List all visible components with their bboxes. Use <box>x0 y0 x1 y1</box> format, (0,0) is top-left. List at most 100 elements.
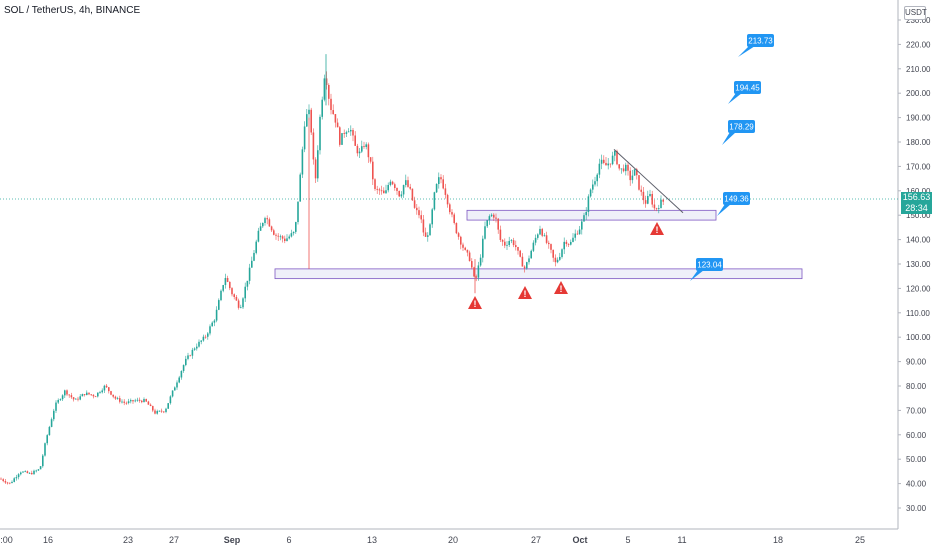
y-tick-label: 130.00 <box>906 260 931 269</box>
candle-body <box>653 204 656 209</box>
candle-body <box>224 278 227 286</box>
candle-body <box>321 99 323 117</box>
candle-body <box>638 175 640 190</box>
candle-body <box>182 365 185 371</box>
candle-body <box>383 190 385 194</box>
candle-body <box>277 235 279 237</box>
candle-body <box>629 170 631 181</box>
candle-body <box>211 322 213 327</box>
callout-label: 178.29 <box>729 123 754 132</box>
candle-body <box>479 257 482 266</box>
candle-body <box>13 478 15 482</box>
candle-body <box>193 348 196 350</box>
candle-body <box>609 163 612 165</box>
candle-body <box>411 188 414 201</box>
candle-body <box>570 241 572 245</box>
candle-body <box>42 455 44 467</box>
candle-body <box>24 471 26 473</box>
y-tick-label: 170.00 <box>906 162 931 171</box>
candle-body <box>508 240 510 245</box>
candle-body <box>631 175 634 181</box>
candle-body <box>308 109 310 115</box>
candle-body <box>581 221 583 230</box>
x-tick-label: 20 <box>448 535 458 545</box>
current-price-value: 156.63 <box>902 192 931 202</box>
candle-body <box>622 168 625 172</box>
candle-body <box>99 392 101 394</box>
candle-body <box>143 399 145 403</box>
candle-body <box>66 390 68 395</box>
candle-body <box>550 244 552 250</box>
x-tick-label: 13 <box>367 535 377 545</box>
candle-body <box>493 214 495 218</box>
candle-body <box>526 262 528 269</box>
support-zone <box>466 209 717 221</box>
warning-icon-mark: ! <box>524 289 527 299</box>
callout-pointer <box>722 132 736 145</box>
candle-body <box>416 207 418 211</box>
candle-body <box>446 194 449 205</box>
candle-body <box>339 127 341 145</box>
y-tick-label: 70.00 <box>906 406 927 415</box>
y-tick-label: 110.00 <box>906 309 930 318</box>
candle-body <box>517 247 519 251</box>
candle-body <box>537 234 539 238</box>
candle-body <box>61 395 64 400</box>
candle-body <box>477 265 480 278</box>
candle-body <box>640 189 642 192</box>
x-tick-label: 0:00 <box>0 535 13 545</box>
candle-body <box>482 238 484 258</box>
candle-body <box>35 470 37 472</box>
candle-body <box>372 161 374 180</box>
callout-box <box>696 258 723 271</box>
currency-selector[interactable]: USDT <box>904 6 927 20</box>
y-tick-label: 180.00 <box>906 138 931 147</box>
candle-body <box>26 471 29 474</box>
candle-body <box>215 309 218 321</box>
candle-body <box>39 466 42 470</box>
candle-body <box>532 242 535 251</box>
candle-body <box>244 286 246 299</box>
candle-body <box>81 394 84 397</box>
candle-body <box>462 244 464 248</box>
candle-body <box>231 288 233 295</box>
candle-body <box>616 150 618 165</box>
candle-body <box>440 177 442 180</box>
candle-body <box>57 400 59 403</box>
candle-body <box>141 400 143 403</box>
candle-body <box>633 169 636 176</box>
candle-body <box>147 401 150 405</box>
candle-body <box>17 474 20 478</box>
candle-body <box>22 471 24 473</box>
callout-pointer <box>728 93 742 104</box>
y-tick-label: 160.00 <box>906 187 931 196</box>
candle-body <box>466 249 469 253</box>
candle-body <box>330 98 332 111</box>
candle-body <box>378 189 381 191</box>
candle-body <box>288 236 290 239</box>
candle-body <box>303 126 306 150</box>
candle-body <box>464 247 466 250</box>
candle-body <box>94 396 97 398</box>
candle-body <box>136 399 139 401</box>
candle-body <box>218 300 220 310</box>
candle-body <box>156 411 158 414</box>
candle-body <box>77 398 79 400</box>
candle-body <box>449 204 451 213</box>
candle-body <box>191 349 194 356</box>
candle-body <box>521 256 524 267</box>
candle-body <box>33 470 35 475</box>
candle-body <box>380 190 383 192</box>
x-tick-label: Oct <box>572 535 587 545</box>
candle-body <box>596 174 598 182</box>
candle-body <box>11 481 13 484</box>
candle-body <box>312 132 315 160</box>
warning-icon-mark: ! <box>560 284 563 294</box>
candle-body <box>251 260 253 268</box>
candle-body <box>506 244 508 246</box>
candle-body <box>433 192 436 210</box>
y-tick-label: 60.00 <box>906 431 927 440</box>
candle-body <box>4 481 7 483</box>
candle-body <box>418 210 420 216</box>
